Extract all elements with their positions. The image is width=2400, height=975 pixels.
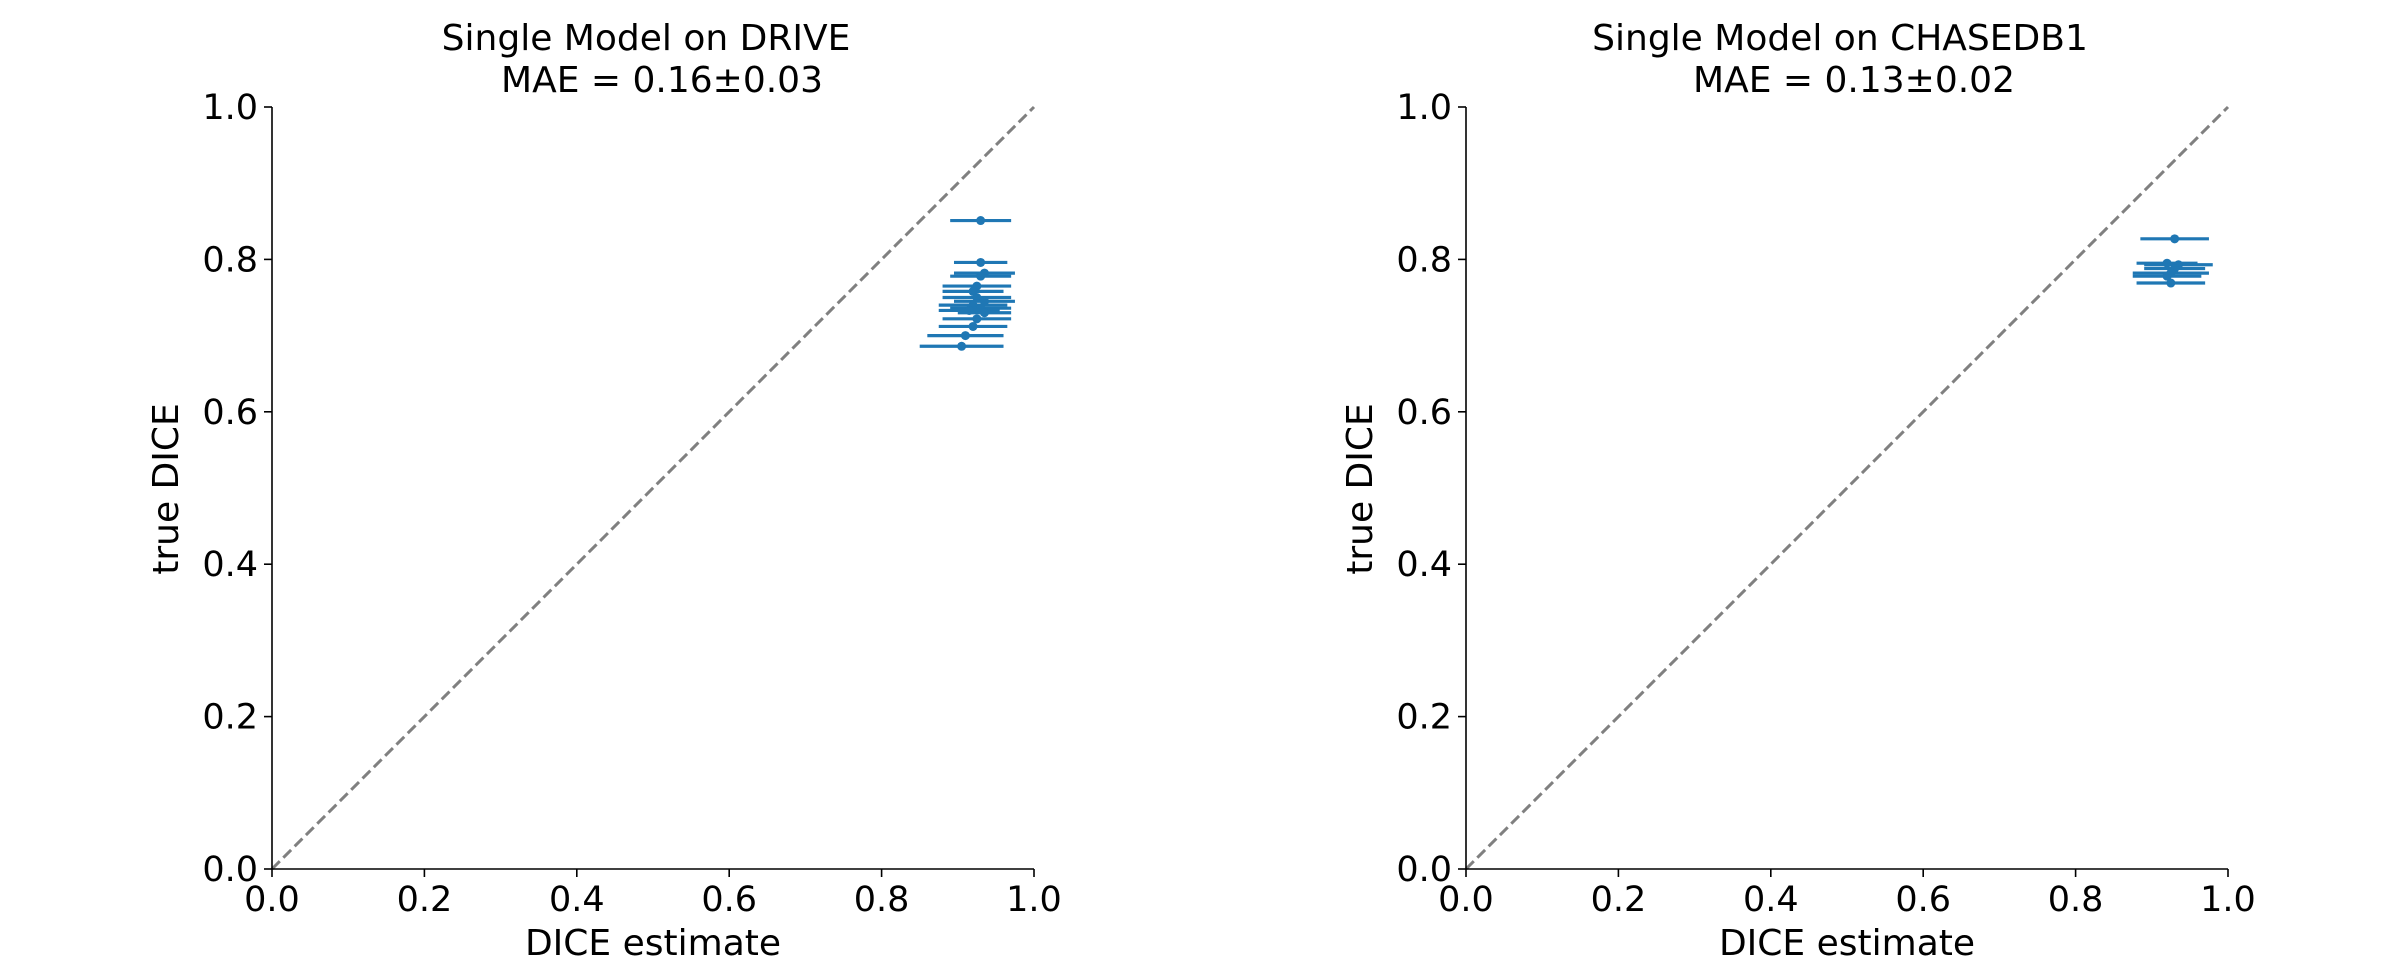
data-point	[2162, 271, 2172, 281]
data-point	[976, 216, 986, 226]
y-tick-label: 0.2	[1396, 698, 1452, 738]
x-tick-label: 0.0	[244, 880, 300, 920]
y-tick-label: 0.8	[1396, 240, 1452, 280]
y-tick-label: 0.0	[1396, 850, 1452, 890]
panel-chasedb1: Single Model on CHASEDB1 MAE = 0.13±0.02…	[1340, 18, 2256, 964]
chart-title: Single Model on DRIVE	[442, 18, 851, 59]
data-point	[957, 341, 967, 351]
x-tick-label: 0.6	[1895, 880, 1951, 920]
identity-line	[1464, 105, 2230, 871]
x-tick-label: 0.2	[1591, 880, 1647, 920]
y-tick-label: 1.0	[1396, 88, 1452, 128]
panel-drive: Single Model on DRIVE MAE = 0.16±0.03 DI…	[146, 18, 1062, 964]
y-axis-label: true DICE	[1340, 403, 1381, 575]
x-tick-label: 0.4	[549, 880, 605, 920]
x-tick-label: 0.8	[854, 880, 910, 920]
data-point	[979, 308, 989, 318]
y-tick-label: 0.0	[202, 850, 258, 890]
data-point	[968, 321, 978, 331]
x-tick-label: 0.2	[397, 880, 453, 920]
y-tick-label: 0.8	[202, 240, 258, 280]
data-point	[976, 271, 986, 281]
data-point	[976, 257, 986, 267]
data-point	[960, 331, 970, 341]
y-tick-label: 0.6	[202, 393, 258, 433]
x-axis-label: DICE estimate	[1719, 923, 1975, 964]
y-tick-label: 0.2	[202, 698, 258, 738]
y-tick-label: 0.6	[1396, 393, 1452, 433]
x-tick-label: 1.0	[1006, 880, 1062, 920]
y-tick-label: 0.4	[1396, 545, 1452, 585]
x-tick-label: 0.8	[2048, 880, 2104, 920]
x-tick-label: 0.0	[1438, 880, 1494, 920]
data-point	[2170, 234, 2180, 244]
x-tick-label: 1.0	[2200, 880, 2256, 920]
chart-subtitle: MAE = 0.13±0.02	[1693, 60, 2015, 101]
y-tick-label: 1.0	[202, 88, 258, 128]
x-tick-label: 0.6	[701, 880, 757, 920]
chart-title: Single Model on CHASEDB1	[1592, 18, 2088, 59]
y-tick-label: 0.4	[202, 545, 258, 585]
x-tick-label: 0.4	[1743, 880, 1799, 920]
data-point	[972, 314, 982, 324]
x-axis-label: DICE estimate	[525, 923, 781, 964]
identity-line	[270, 105, 1036, 871]
y-axis-label: true DICE	[146, 403, 187, 575]
chart-subtitle: MAE = 0.16±0.03	[501, 60, 823, 101]
data-point	[2166, 278, 2176, 288]
